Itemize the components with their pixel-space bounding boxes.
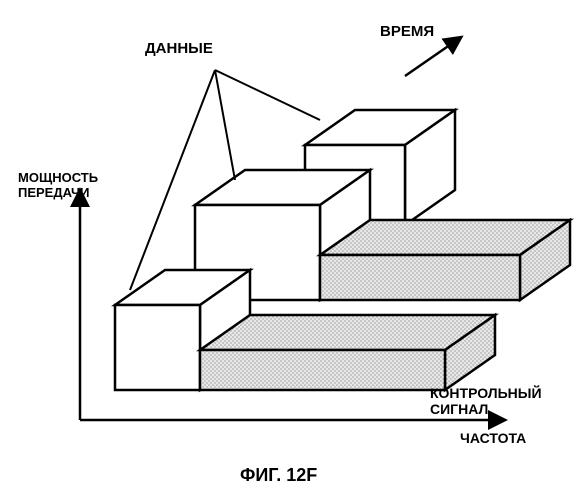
diagram-svg bbox=[0, 0, 582, 500]
label-frequency: ЧАСТОТА bbox=[460, 430, 526, 446]
figure-caption: ФИГ. 12F bbox=[240, 465, 317, 486]
label-power: МОЩНОСТЬ ПЕРЕДАЧИ bbox=[18, 170, 98, 200]
diagram-container: ДАННЫЕ ВРЕМЯ МОЩНОСТЬ ПЕРЕДАЧИ КОНТРОЛЬН… bbox=[0, 0, 582, 500]
label-control: КОНТРОЛЬНЫЙ СИГНАЛ bbox=[430, 385, 542, 417]
label-time: ВРЕМЯ bbox=[380, 23, 434, 40]
label-data: ДАННЫЕ bbox=[145, 40, 213, 57]
